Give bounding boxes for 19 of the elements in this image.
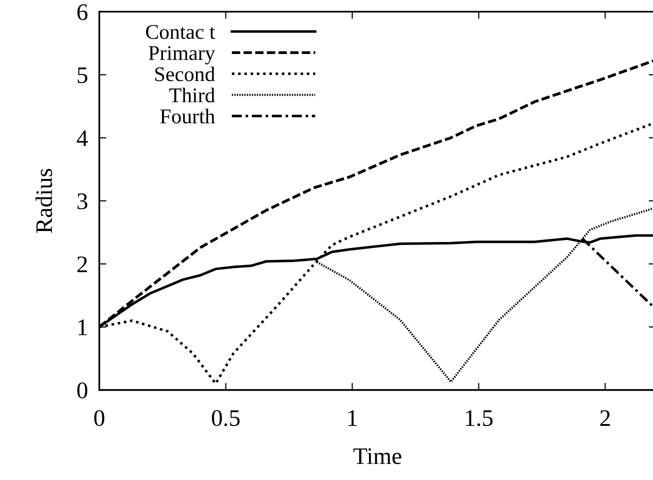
y-tick-label: 2 [77, 256, 87, 272]
y-tick-label: 6 [77, 4, 88, 20]
x-tick-label: 1.5 [466, 410, 493, 426]
y-tick-label: 4 [76, 130, 88, 146]
x-tick-label: 0.5 [212, 410, 240, 426]
y-tick-label: 1 [78, 320, 87, 336]
legend-label: Second [155, 66, 215, 82]
y-tick-label: 0 [77, 382, 88, 398]
legend-label: Primary [148, 46, 216, 64]
x-tick-label: 1 [348, 410, 357, 426]
y-tick-label: 3 [78, 193, 88, 210]
y-tick-label: 5 [78, 67, 88, 84]
y-axis-title: Radius [36, 168, 52, 233]
x-axis-title: Time [353, 448, 402, 464]
legend-label: Fourth [160, 108, 215, 124]
legend-label: Contac t [146, 24, 216, 39]
x-tick-label: 2 [600, 410, 610, 426]
legend-label: Third [169, 88, 215, 102]
x-tick-label: 0 [94, 410, 104, 426]
